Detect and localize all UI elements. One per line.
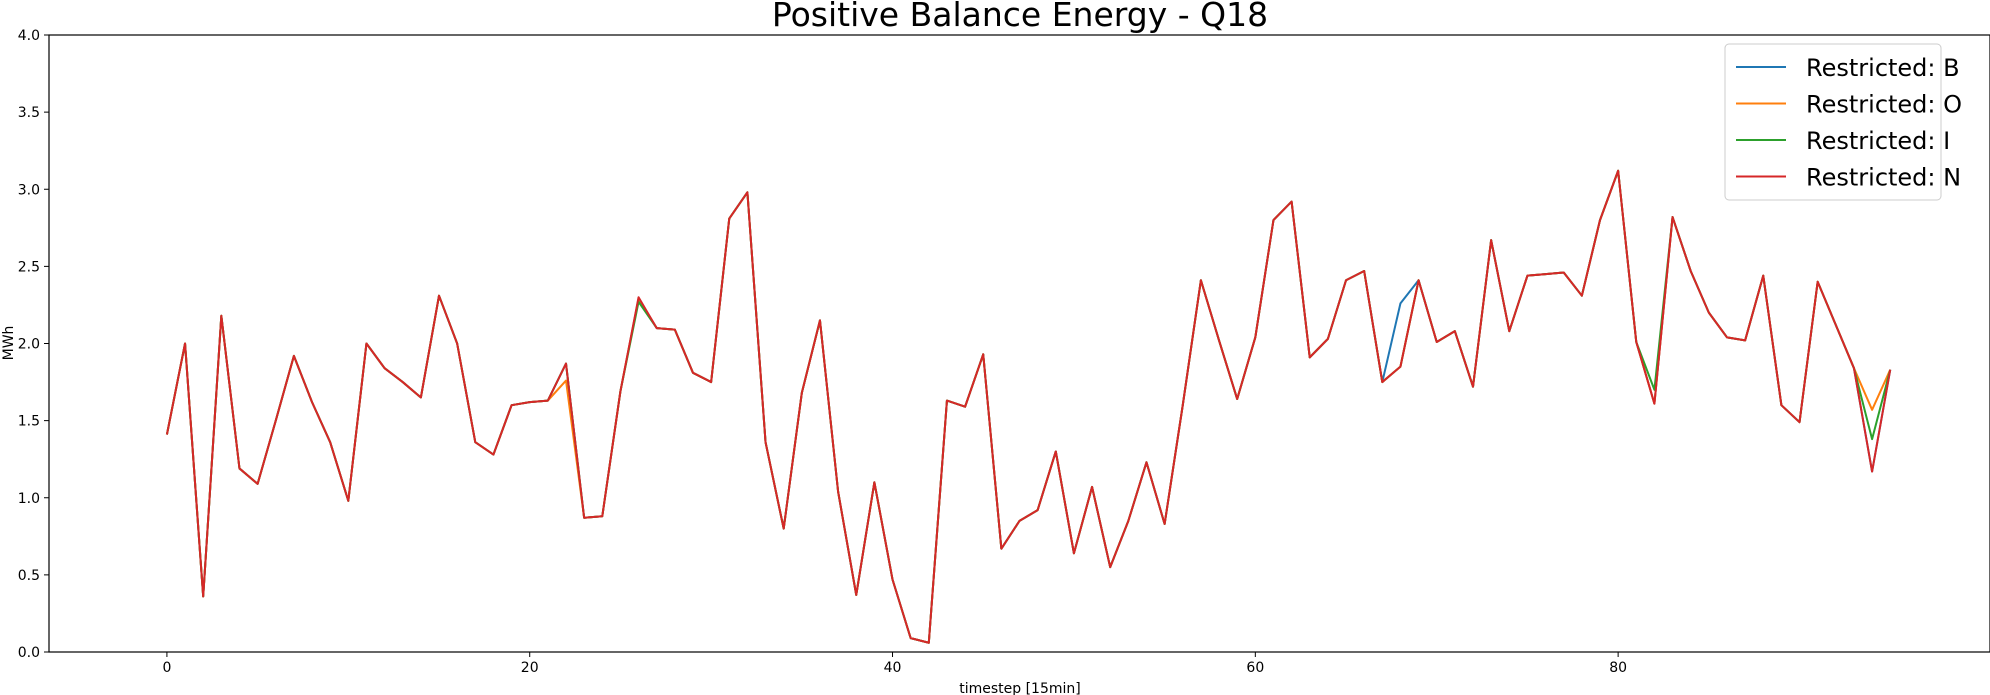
series-line-2 bbox=[165, 169, 1892, 644]
x-axis: 0 20 40 60 80 bbox=[162, 652, 1627, 676]
x-tick-label: 20 bbox=[521, 660, 539, 676]
y-tick-label: 2.0 bbox=[18, 337, 40, 353]
chart-title: Positive Balance Energy - Q18 bbox=[772, 0, 1268, 34]
y-axis-label: MWh bbox=[1, 326, 17, 361]
x-tick-label: 80 bbox=[1609, 660, 1627, 676]
legend-label: Restricted: I bbox=[1806, 127, 1950, 155]
plot-frame bbox=[48, 34, 1990, 653]
legend-label: Restricted: N bbox=[1806, 164, 1961, 192]
y-tick-label: 4.0 bbox=[18, 28, 40, 44]
y-tick-label: 0.0 bbox=[18, 645, 40, 661]
series-line-1 bbox=[165, 169, 1892, 644]
x-tick-label: 0 bbox=[162, 660, 171, 676]
y-tick-label: 1.5 bbox=[18, 414, 40, 430]
y-axis: 0.0 0.5 1.0 1.5 2.0 2.5 3.0 3.5 4.0 bbox=[18, 28, 49, 661]
y-tick-label: 3.0 bbox=[18, 182, 40, 198]
legend-label: Restricted: O bbox=[1806, 91, 1962, 119]
legend-label: Restricted: B bbox=[1806, 54, 1960, 82]
y-tick-label: 1.0 bbox=[18, 491, 40, 507]
x-axis-label: timestep [15min] bbox=[959, 681, 1081, 695]
series-line-3 bbox=[165, 169, 1892, 644]
y-tick-label: 3.5 bbox=[18, 105, 40, 121]
y-tick-label: 2.5 bbox=[18, 259, 40, 275]
series-line-4 bbox=[165, 169, 1892, 644]
y-tick-label: 0.5 bbox=[18, 568, 40, 584]
legend: Restricted: B Restricted: O Restricted: I R… bbox=[1724, 43, 1962, 201]
x-tick-label: 40 bbox=[884, 660, 902, 676]
legend-frame bbox=[1724, 43, 1942, 201]
x-tick-label: 60 bbox=[1246, 660, 1264, 676]
plot-series bbox=[165, 169, 1892, 644]
